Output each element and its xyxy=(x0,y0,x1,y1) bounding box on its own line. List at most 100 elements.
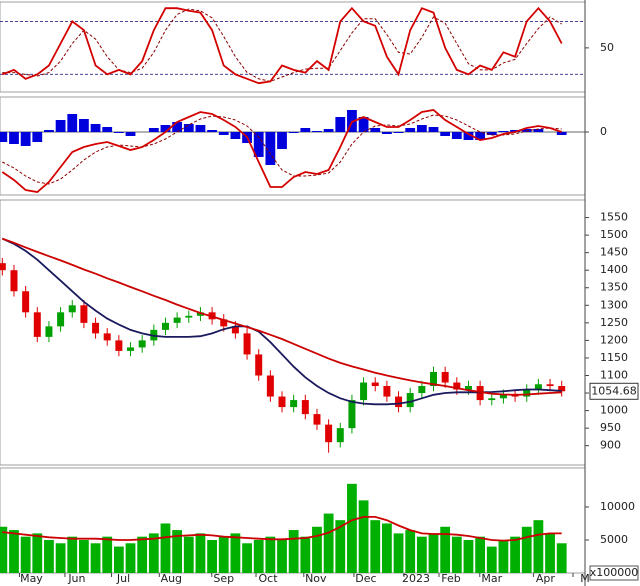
indicator-line xyxy=(1,109,562,193)
candle-body xyxy=(325,424,333,443)
candle-body xyxy=(395,396,403,408)
bar xyxy=(486,546,497,573)
bar xyxy=(405,530,416,573)
bar xyxy=(545,533,555,573)
y-tick-label: 10000 xyxy=(600,500,635,513)
candle-body xyxy=(22,291,30,313)
candle-body xyxy=(301,400,309,415)
candle-body xyxy=(430,371,438,387)
candle-body xyxy=(45,326,53,337)
bar xyxy=(195,533,206,573)
y-tick-label: 1000 xyxy=(600,404,628,417)
bar xyxy=(475,536,486,573)
x-tick-label: Feb xyxy=(441,572,460,585)
candle-body xyxy=(348,400,356,429)
bar xyxy=(486,132,497,135)
bar xyxy=(172,530,183,573)
bar xyxy=(207,130,217,132)
bar xyxy=(102,127,113,132)
bar xyxy=(125,132,136,136)
y-tick-label: 1300 xyxy=(600,298,628,311)
indicator-line xyxy=(2,516,562,542)
bar xyxy=(160,125,171,132)
candle-body xyxy=(266,375,274,397)
bar xyxy=(44,539,54,573)
bar xyxy=(463,132,474,140)
candle-body xyxy=(290,400,298,408)
bar xyxy=(44,130,54,132)
candle-body xyxy=(127,347,135,351)
indicator-line xyxy=(1,6,563,85)
bar xyxy=(253,539,264,573)
y-tick-label: 1400 xyxy=(600,263,628,276)
bar xyxy=(265,536,276,573)
candle-body xyxy=(103,333,111,341)
candle-body xyxy=(10,270,18,292)
y-tick-label: 0 xyxy=(600,125,607,138)
y-tick-label: 1150 xyxy=(600,351,628,364)
bar xyxy=(9,132,19,144)
bar xyxy=(451,536,462,573)
bar xyxy=(347,483,357,573)
bar xyxy=(55,543,66,573)
last-price-box xyxy=(589,382,639,400)
candle-body xyxy=(383,386,391,397)
candle-body xyxy=(464,386,472,390)
candle-body xyxy=(57,312,65,327)
candle-body xyxy=(558,386,566,392)
candle-body xyxy=(185,315,193,318)
bar xyxy=(90,124,101,132)
bar xyxy=(428,533,439,573)
candle-body xyxy=(161,322,169,330)
bar xyxy=(416,536,427,573)
x-tick-label: Dec xyxy=(355,572,376,585)
bar xyxy=(498,131,509,132)
bar xyxy=(253,132,264,157)
bar xyxy=(183,124,194,132)
bar xyxy=(381,132,392,134)
panel-frame xyxy=(0,199,586,466)
candle-body xyxy=(220,319,228,327)
bar xyxy=(475,132,486,140)
candle-body xyxy=(173,317,181,323)
y-tick-label: 900 xyxy=(600,439,621,452)
bar xyxy=(510,536,520,573)
bar xyxy=(230,132,241,139)
candle-body xyxy=(255,354,263,376)
bar xyxy=(277,539,287,573)
bar xyxy=(498,539,509,573)
x-tick-label: Apr xyxy=(536,572,556,585)
candle-body xyxy=(546,384,554,387)
bar xyxy=(242,543,252,573)
bar xyxy=(323,513,334,573)
bar xyxy=(32,533,43,573)
bar xyxy=(137,536,148,573)
panel-frame xyxy=(0,1,586,93)
x-tick-label: Mar xyxy=(481,572,502,585)
bar xyxy=(20,536,31,573)
bar xyxy=(335,520,346,573)
bar xyxy=(0,132,8,142)
candle-body xyxy=(360,382,368,401)
bar xyxy=(0,526,8,573)
bar xyxy=(347,110,357,132)
bar xyxy=(195,125,206,132)
bar xyxy=(20,132,31,146)
bar xyxy=(218,536,229,573)
bar xyxy=(335,117,346,132)
candle-body xyxy=(453,382,461,390)
bar xyxy=(370,520,381,573)
bar xyxy=(440,526,451,573)
bar xyxy=(9,530,19,573)
candle-body xyxy=(196,312,204,316)
bar xyxy=(172,122,183,132)
candle-body xyxy=(92,322,100,334)
bar xyxy=(125,543,136,573)
bar xyxy=(428,127,439,132)
candle-body xyxy=(336,428,344,443)
candle-body xyxy=(138,340,146,348)
bar xyxy=(277,132,287,149)
candle-body xyxy=(313,414,321,425)
bar xyxy=(148,533,159,573)
